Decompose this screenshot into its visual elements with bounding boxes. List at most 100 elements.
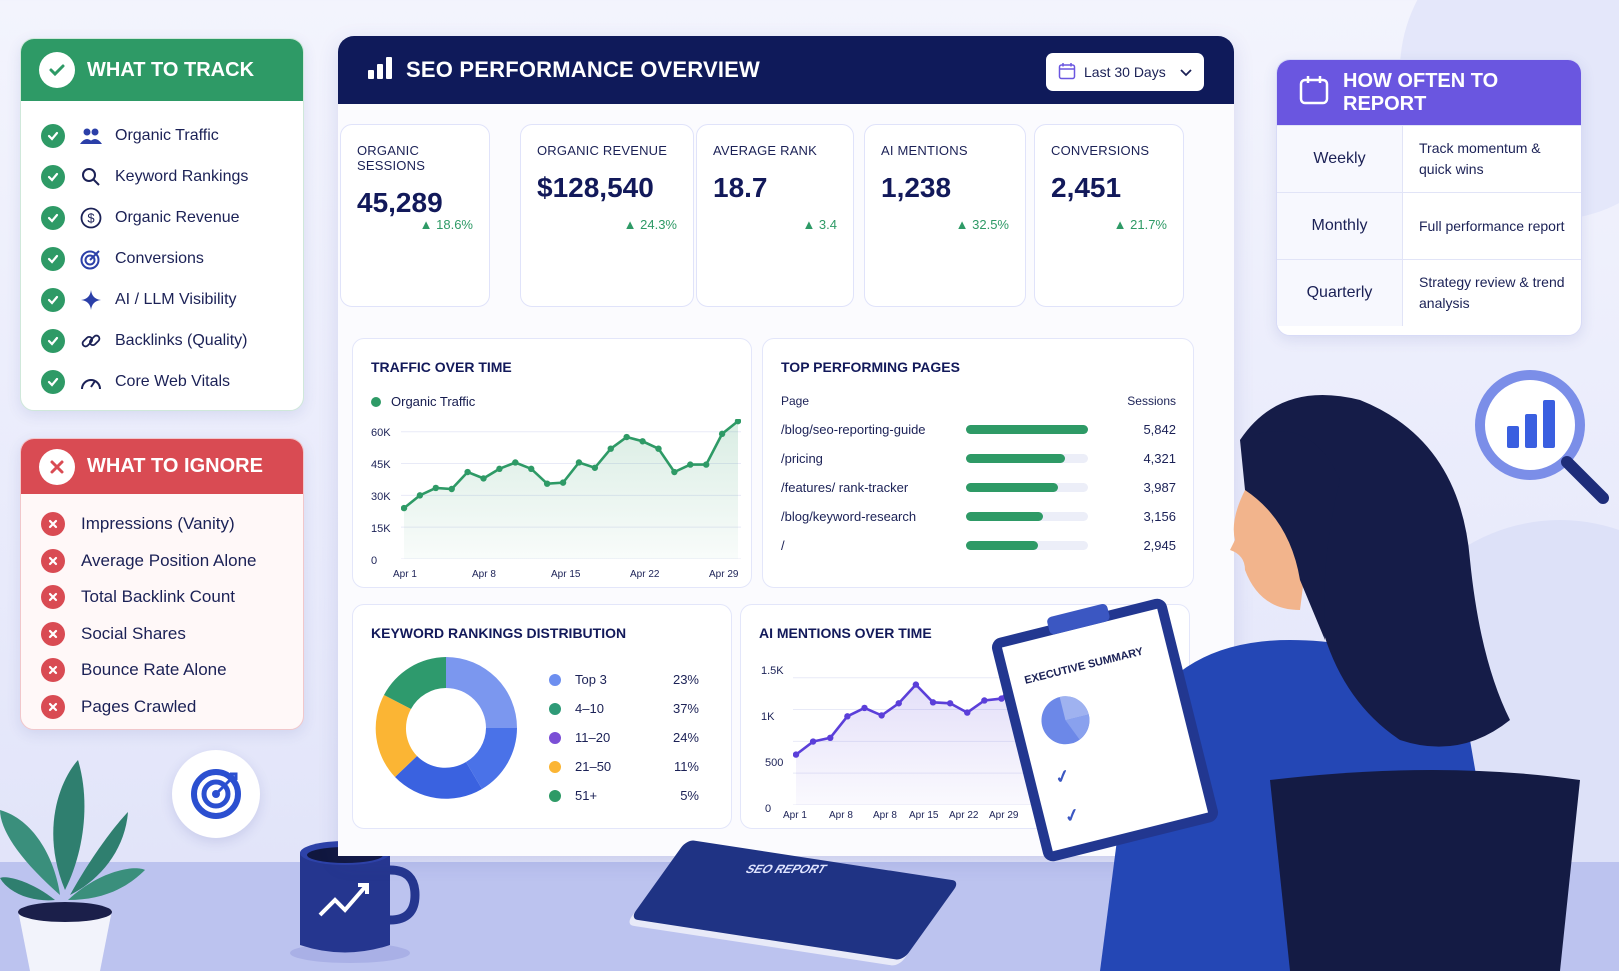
col-sessions: Sessions: [1127, 394, 1176, 408]
y-tick: 0: [765, 803, 772, 815]
ignore-item: Pages Crawled: [21, 689, 303, 726]
x-tick: Apr 22: [949, 810, 979, 821]
legend-item: 51+ 5%: [549, 781, 699, 810]
ai-mentions-title: AI MENTIONS OVER TIME: [759, 625, 932, 641]
kpi-card[interactable]: AVERAGE RANK 18.7 ▲ 3.4: [696, 124, 854, 307]
kpi-card[interactable]: AI MENTIONS 1,238 ▲ 32.5%: [864, 124, 1026, 307]
sessions-bar: [966, 511, 1088, 521]
legend-label: 11–20: [575, 730, 611, 745]
kpi-change: ▲ 18.6%: [419, 217, 473, 232]
kpi-change: ▲ 24.3%: [623, 217, 677, 232]
report-row: Quarterly Strategy review & trend analysi…: [1277, 259, 1581, 326]
legend-label: 4–10: [575, 701, 604, 716]
sessions-bar: [966, 482, 1088, 492]
table-row[interactable]: /pricing 4,321: [781, 444, 1176, 472]
legend-label: 21–50: [575, 759, 612, 774]
track-item-label: Backlinks (Quality): [115, 331, 248, 349]
traffic-line-chart: [401, 419, 741, 559]
sessions-bar-fill: [966, 540, 1038, 550]
report-title: HOW OFTEN TO REPORT: [1343, 69, 1499, 115]
x-circle-icon: [41, 512, 65, 537]
sessions-value: 4,321: [1143, 450, 1176, 466]
y-tick: 1.5K: [761, 665, 784, 677]
track-item-label: Core Web Vitals: [115, 372, 231, 390]
kpi-label: AI MENTIONS: [881, 143, 968, 158]
check-circle-icon: [41, 164, 65, 189]
how-often-to-report-card: HOW OFTEN TO REPORT Weekly Track momentum…: [1276, 59, 1582, 336]
track-title: WHAT TO TRACK: [87, 58, 255, 81]
report-description: Strategy review & trend analysis: [1419, 274, 1565, 311]
kpi-change: ▲ 21.7%: [1113, 217, 1167, 232]
report-row: Weekly Track momentum & quick wins: [1277, 125, 1581, 192]
report-header: HOW OFTEN TO REPORT: [1277, 60, 1581, 125]
y-tick: 30K: [371, 491, 391, 503]
ignore-item: Average Position Alone: [21, 543, 303, 580]
check-circle-icon: [41, 287, 65, 312]
page-path: /features/ rank-tracker: [781, 479, 909, 495]
legend-dot-icon: [549, 702, 561, 715]
table-row[interactable]: / 2,945: [781, 531, 1176, 559]
track-list: Organic Traffic Keyword Rankings $ Organic …: [21, 101, 303, 402]
sessions-bar-fill: [966, 424, 1088, 434]
report-description: Full performance report: [1419, 217, 1565, 234]
ignore-item: Impressions (Vanity): [21, 506, 303, 543]
legend-dot-icon: [549, 760, 561, 773]
x-circle-icon: [41, 694, 65, 719]
check-icon: ✓: [1062, 803, 1082, 827]
svg-text:$: $: [87, 210, 95, 225]
kpi-change: ▲ 32.5%: [955, 217, 1009, 232]
y-tick: 15K: [371, 523, 391, 535]
kpi-card[interactable]: ORGANIC REVENUE $128,540 ▲ 24.3%: [520, 124, 694, 307]
x-tick: Apr 8: [873, 810, 897, 821]
plant-icon: [0, 760, 145, 971]
y-tick: 1K: [761, 711, 775, 723]
kpi-value: 1,238: [881, 172, 952, 203]
ignore-item-label: Average Position Alone: [81, 550, 257, 570]
x-tick: Apr 1: [393, 569, 417, 580]
track-item: Organic Traffic: [21, 115, 303, 156]
sessions-value: 3,156: [1143, 508, 1176, 524]
traffic-legend: Organic Traffic: [371, 394, 475, 409]
legend-percent: 5%: [680, 788, 699, 803]
track-item: $ Organic Revenue: [21, 197, 303, 238]
ignore-item-label: Pages Crawled: [81, 696, 197, 716]
check-circle-icon: [41, 123, 65, 148]
track-item: Core Web Vitals: [21, 361, 303, 402]
target-badge-icon: [172, 750, 260, 838]
top-pages-title: TOP PERFORMING PAGES: [781, 359, 960, 375]
sessions-bar: [966, 424, 1088, 434]
kpi-label: CONVERSIONS: [1051, 143, 1150, 158]
kpi-value: 18.7: [713, 172, 768, 203]
track-item-label: Organic Traffic: [115, 126, 219, 144]
page-path: /pricing: [781, 450, 823, 466]
legend-item: 11–20 24%: [549, 723, 699, 752]
keyword-donut-chart: [375, 657, 517, 799]
ignore-header: WHAT TO IGNORE: [21, 439, 303, 494]
users-icon: [79, 124, 103, 148]
dashboard-title: SEO PERFORMANCE OVERVIEW: [406, 57, 760, 82]
track-item: Conversions: [21, 238, 303, 279]
legend-dot-icon: [549, 673, 561, 686]
legend-label: Organic Traffic: [391, 394, 476, 409]
sessions-value: 2,945: [1143, 537, 1176, 553]
table-row[interactable]: /blog/seo-reporting-guide 5,842: [781, 415, 1176, 443]
ignore-item: Total Backlink Count: [21, 579, 303, 616]
traffic-title: TRAFFIC OVER TIME: [371, 359, 512, 375]
table-row[interactable]: /features/ rank-tracker 3,987: [781, 473, 1176, 501]
pie-icon: [1041, 696, 1090, 745]
x-circle-icon: [39, 448, 75, 485]
sessions-value: 5,842: [1143, 421, 1176, 437]
clipboard-title: EXECUTIVE SUMMARY: [1023, 645, 1145, 687]
report-row: Monthly Full performance report: [1277, 192, 1581, 259]
track-item: Keyword Rankings: [21, 156, 303, 197]
woman-with-clipboard-illustration: [1100, 395, 1580, 971]
track-item-label: Conversions: [115, 249, 204, 267]
kpi-card[interactable]: CONVERSIONS 2,451 ▲ 21.7%: [1034, 124, 1184, 307]
date-range-dropdown[interactable]: Last 30 Days: [1046, 53, 1204, 91]
traffic-over-time-panel: TRAFFIC OVER TIME Organic Traffic 60K 45K…: [352, 338, 752, 588]
ignore-item-label: Social Shares: [81, 623, 186, 643]
kpi-value: $128,540: [537, 172, 654, 203]
report-frequency: Quarterly: [1277, 260, 1403, 326]
table-row[interactable]: /blog/keyword-research 3,156: [781, 502, 1176, 530]
kpi-card[interactable]: ORGANIC SESSIONS 45,289 ▲ 18.6%: [340, 124, 490, 307]
